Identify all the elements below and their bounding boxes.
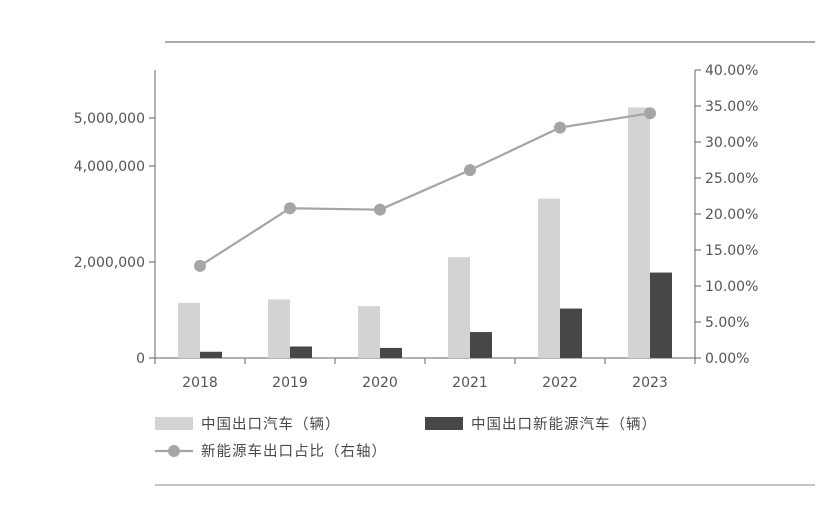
bar-nev-exports — [200, 351, 222, 358]
bar-total-exports — [268, 299, 290, 358]
y-left-tick-label: 5,000,000 — [74, 111, 145, 127]
bar-nev-exports — [470, 332, 492, 358]
bar-total-exports — [448, 257, 470, 358]
bar-nev-exports — [650, 272, 672, 358]
legend-swatch-nev-exports — [425, 417, 463, 430]
y-right-tick-label: 25.00% — [705, 171, 758, 187]
x-tick-label: 2021 — [452, 375, 488, 391]
bar-total-exports — [178, 302, 200, 358]
legend: 中国出口汽车（辆） 中国出口新能源汽车（辆） 新能源车出口占比（右轴） — [155, 416, 657, 460]
y-right-tick-label: 40.00% — [705, 63, 758, 79]
line-point — [644, 107, 656, 120]
legend-swatch-total-exports — [155, 417, 193, 430]
legend-swatch-nev-share-marker — [168, 445, 180, 457]
y-right-tick-label: 35.00% — [705, 99, 758, 115]
y-right-tick-label: 20.00% — [705, 207, 758, 223]
legend-label-total-exports: 中国出口汽车（辆） — [201, 416, 341, 433]
x-tick-label: 2019 — [272, 375, 308, 391]
line-point — [284, 202, 296, 215]
y-left-tick-label: 0 — [136, 351, 145, 367]
legend-label-nev-exports: 中国出口新能源汽车（辆） — [471, 416, 657, 433]
y-right-tick-label: 30.00% — [705, 135, 758, 151]
bars — [178, 107, 672, 358]
line-point — [194, 259, 206, 272]
bar-nev-exports — [380, 347, 402, 358]
x-tick-label: 2020 — [362, 375, 398, 391]
x-tick-label: 2023 — [632, 375, 668, 391]
y-left-tick-label: 4,000,000 — [74, 159, 145, 175]
tick-labels: 0 2,000,000 4,000,000 5,000,000 0.00% 5.00% 10… — [74, 63, 759, 391]
bar-total-exports — [628, 107, 650, 358]
y-right-tick-label: 0.00% — [705, 351, 749, 367]
y-left-tick-label: 2,000,000 — [74, 255, 145, 271]
y-right-tick-label: 10.00% — [705, 279, 758, 295]
line-point — [554, 121, 566, 134]
line-series — [194, 107, 656, 272]
bar-total-exports — [358, 306, 380, 358]
axes — [149, 69, 701, 364]
y-right-tick-label: 5.00% — [705, 315, 749, 331]
line-nev-share — [199, 112, 651, 267]
x-tick-label: 2022 — [542, 375, 578, 391]
y-right-tick-label: 15.00% — [705, 243, 758, 259]
bar-total-exports — [538, 198, 560, 358]
line-point — [374, 203, 386, 216]
line-point — [464, 164, 476, 177]
legend-label-nev-share: 新能源车出口占比（右轴） — [201, 443, 387, 460]
bar-nev-exports — [560, 308, 582, 358]
bar-nev-exports — [290, 346, 312, 358]
x-tick-label: 2018 — [182, 375, 218, 391]
